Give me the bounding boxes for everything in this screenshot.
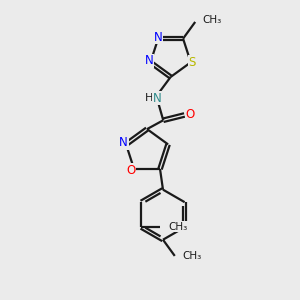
Text: CH₃: CH₃ — [168, 222, 188, 232]
Text: N: N — [119, 136, 128, 149]
Text: CH₃: CH₃ — [183, 251, 202, 262]
Text: N: N — [153, 92, 162, 105]
Text: CH₃: CH₃ — [202, 16, 222, 26]
Text: O: O — [185, 109, 194, 122]
Text: N: N — [145, 54, 153, 68]
Text: S: S — [189, 56, 196, 69]
Text: O: O — [126, 164, 135, 177]
Text: N: N — [154, 31, 163, 44]
Text: H: H — [145, 93, 153, 103]
